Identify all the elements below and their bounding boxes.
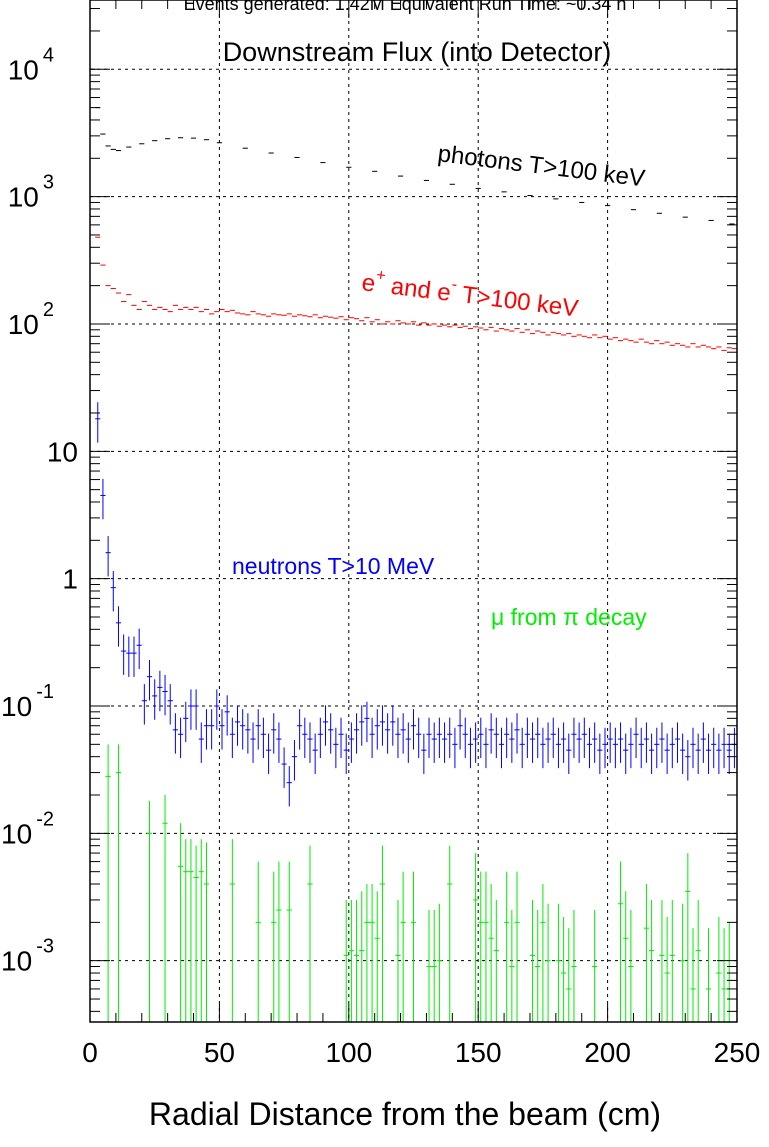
x-tick-label: 50 — [204, 1037, 235, 1068]
plot-frame — [89, 0, 738, 1023]
electrons-minus-sign: - — [451, 276, 458, 294]
neutrons-annotation: neutrons T>10 MeV — [232, 553, 435, 579]
y-tick-label: 10 3 — [8, 172, 54, 213]
x-tick-labels: 0 50 100 150 200 250 — [82, 1037, 760, 1068]
y-tick-exponent: -2 — [36, 808, 54, 830]
electrons-annotation: e+ and e- T>100 keV — [360, 265, 580, 322]
y-tick-exponent: 4 — [43, 44, 54, 66]
y-tick-exponent: -3 — [36, 936, 54, 958]
y-tick-label: 10 2 — [8, 299, 54, 340]
y-tick-base: 10 — [47, 436, 78, 467]
y-tick-base: 1 — [62, 564, 78, 595]
y-tick-base: 10 — [1, 691, 32, 722]
y-tick-label: 10 — [47, 436, 78, 467]
y-tick-exponent: -1 — [36, 681, 54, 703]
y-tick-label: 10 -2 — [1, 808, 54, 849]
electrons-series — [95, 236, 737, 351]
y-tick-base: 10 — [1, 946, 32, 977]
y-tick-base: 10 — [8, 309, 39, 340]
x-tick-label: 0 — [82, 1037, 98, 1068]
grid-lines — [90, 0, 737, 1022]
electrons-and-e: and e — [383, 272, 453, 307]
muons-series — [105, 744, 732, 1022]
x-tick-label: 250 — [714, 1037, 761, 1068]
y-tick-exponent: 3 — [43, 172, 54, 194]
photons-series — [90, 68, 735, 225]
y-tick-base: 10 — [1, 818, 32, 849]
y-tick-exponent: 2 — [43, 299, 54, 321]
neutrons-series — [95, 402, 737, 807]
data-series — [90, 68, 737, 1022]
y-tick-base: 10 — [8, 182, 39, 213]
electrons-e-plus: e — [360, 269, 377, 297]
photons-annotation: photons T>100 keV — [436, 140, 646, 192]
electrons-plus-sign: + — [375, 267, 386, 285]
y-tick-label: 10 -3 — [1, 936, 54, 977]
chart-title: Downstream Flux (into Detector) — [223, 37, 612, 67]
muons-annotation: μ from π decay — [491, 604, 647, 630]
y-tick-label: 1 — [62, 564, 78, 595]
x-tick-label: 100 — [325, 1037, 372, 1068]
run-info-text: Events generated: 1.42M Equivalent Run T… — [184, 0, 627, 14]
y-tick-label: 10 -1 — [1, 681, 54, 722]
x-axis-label: Radial Distance from the beam (cm) — [149, 1096, 661, 1132]
x-tick-label: 200 — [584, 1037, 631, 1068]
axis-ticks — [89, 0, 738, 1022]
y-tick-base: 10 — [8, 54, 39, 85]
electrons-threshold: T>100 keV — [454, 281, 579, 323]
y-tick-label: 10 4 — [8, 44, 54, 85]
x-tick-label: 150 — [455, 1037, 502, 1068]
